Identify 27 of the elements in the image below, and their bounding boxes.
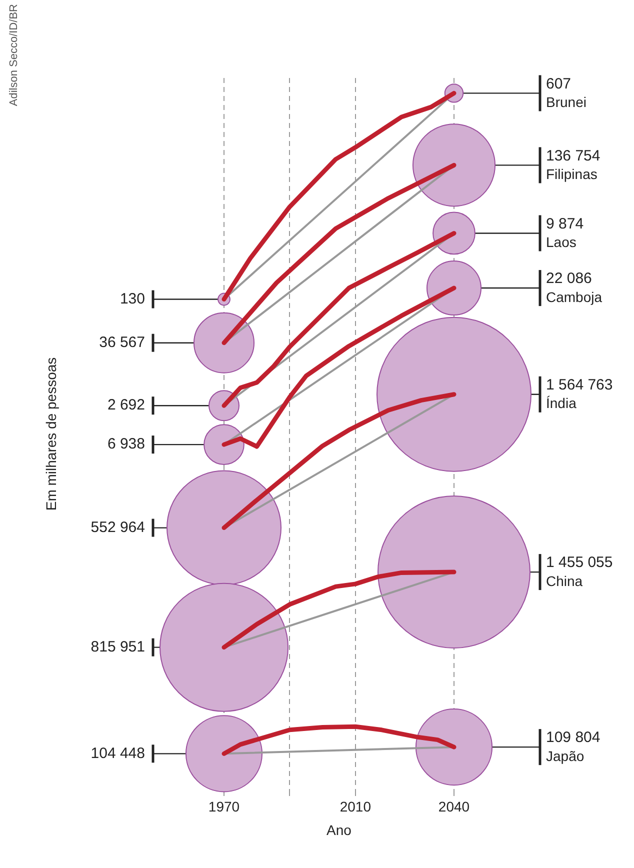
text: 6 938 [107, 436, 145, 453]
text: Laos [546, 234, 576, 250]
text: 1 455 055 [546, 554, 613, 572]
x-tick-label: 2010 [340, 798, 372, 814]
text: 607 [546, 75, 572, 92]
x-axis-title: Ano [326, 822, 352, 838]
text: Em milhares de pessoas [42, 357, 59, 511]
text: 130 [120, 290, 145, 308]
text: Adilson Secco/ID/BR [8, 4, 20, 106]
text: Japão [546, 748, 584, 764]
text: 815 951 [90, 638, 145, 656]
text: 1 564 763 [546, 376, 613, 394]
text: 552 964 [90, 518, 145, 536]
x-tick-label: 1970 [208, 798, 240, 814]
text: 109 804 [546, 729, 600, 746]
text: 22 086 [546, 270, 592, 288]
text: 104 448 [90, 744, 145, 762]
text: 2 692 [107, 396, 145, 414]
text: 9 874 [546, 215, 584, 232]
text: China [546, 572, 583, 589]
x-tick-label: 2040 [438, 798, 470, 814]
text: 36 567 [99, 334, 145, 351]
text: Brunei [546, 94, 586, 110]
text: Índia [546, 395, 577, 412]
text: Filipinas [546, 166, 598, 182]
text: 136 754 [546, 147, 600, 164]
text: Camboja [546, 288, 602, 305]
